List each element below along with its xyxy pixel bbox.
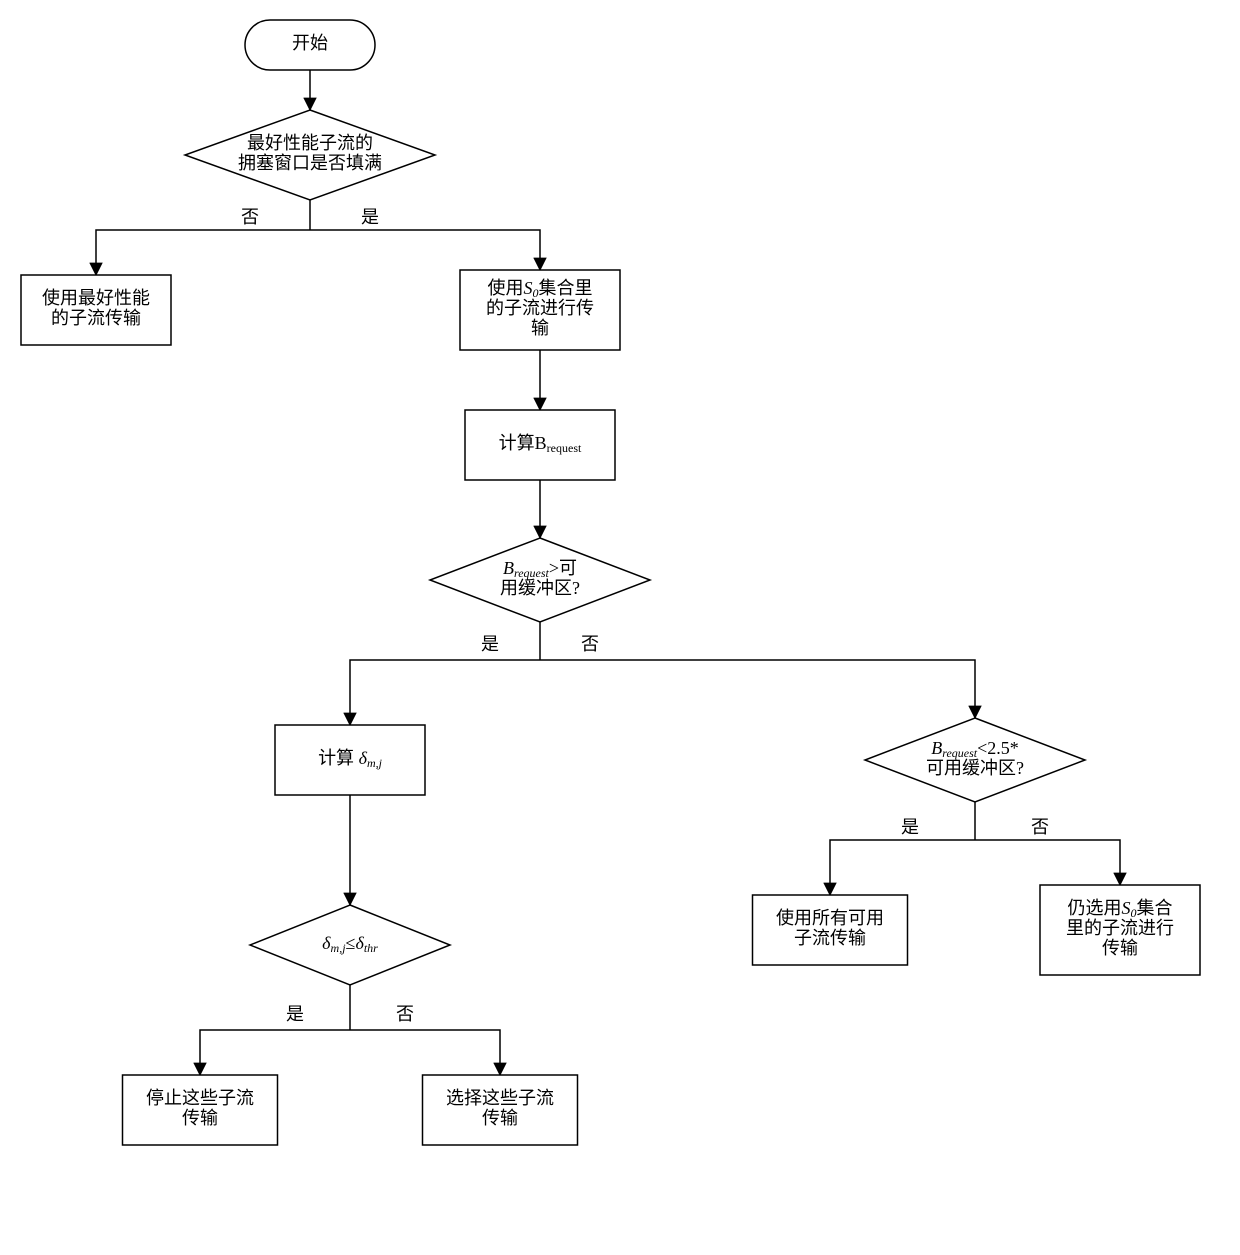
nodes-layer: 开始最好性能子流的拥塞窗口是否填满使用最好性能的子流传输 使用S0​集合里的子流进… [21, 20, 1200, 1145]
node-start: 开始 [245, 20, 375, 70]
node-text: 选择这些子流 [446, 1088, 554, 1108]
edge-label: 是 [361, 207, 379, 227]
node-text: 使用所有可用 [776, 908, 884, 928]
node-text: 输 [531, 318, 549, 338]
node-p_all: 使用所有可用子流传输 [753, 895, 908, 965]
node-text: 可用缓冲区? [926, 758, 1024, 778]
edge [96, 230, 310, 275]
edge [200, 1030, 350, 1075]
node-text: 子流传输 [794, 928, 866, 948]
edge [350, 660, 540, 725]
edge [310, 230, 540, 270]
edge-label: 否 [1031, 817, 1049, 837]
node-p_sel: 选择这些子流传输 [423, 1075, 578, 1145]
node-p_stop: 停止这些子流传输 [123, 1075, 278, 1145]
node-d3: Brequest​<2.5*可用缓冲区? [865, 718, 1085, 802]
edge-label: 是 [286, 1004, 304, 1024]
node-text: 传输 [482, 1108, 518, 1128]
edge-label: 否 [396, 1004, 414, 1024]
node-text: 使用最好性能 [42, 288, 150, 308]
edge [975, 840, 1120, 885]
node-text: 用缓冲区? [500, 578, 580, 598]
edge [540, 660, 975, 718]
node-text: 使用S0​集合里 [488, 278, 593, 300]
node-text: 最好性能子流的 [247, 133, 373, 153]
node-text: 的子流进行传 [486, 298, 594, 318]
node-p_s0: 使用S0​集合里的子流进行传输 [460, 270, 620, 350]
node-text: 传输 [1102, 938, 1138, 958]
node-text: 停止这些子流 [146, 1088, 254, 1108]
node-text: 开始 [292, 33, 328, 53]
node-d2: Brequest​>可用缓冲区? [430, 538, 650, 622]
node-p_left: 使用最好性能的子流传输 [21, 275, 171, 345]
edge-label: 否 [581, 634, 599, 654]
node-d4: δm,j​≤δthr​ [250, 905, 450, 985]
node-p_delta: 计算 δm,j​ [275, 725, 425, 795]
node-text: 里的子流进行 [1066, 918, 1174, 938]
node-text: 拥塞窗口是否填满 [238, 153, 382, 173]
edge-label: 是 [481, 634, 499, 654]
node-p_still: 仍选用S0​集合里的子流进行传输 [1040, 885, 1200, 975]
node-text: 传输 [182, 1108, 218, 1128]
node-d1: 最好性能子流的拥塞窗口是否填满 [185, 110, 435, 200]
edge-label: 是 [901, 817, 919, 837]
node-text: 仍选用S0​集合 [1068, 898, 1173, 920]
edge [350, 1030, 500, 1075]
edge-label: 否 [241, 207, 259, 227]
node-text: 的子流传输 [51, 308, 141, 328]
node-p_breq: 计算Brequest​ [465, 410, 615, 480]
edge [830, 840, 975, 895]
